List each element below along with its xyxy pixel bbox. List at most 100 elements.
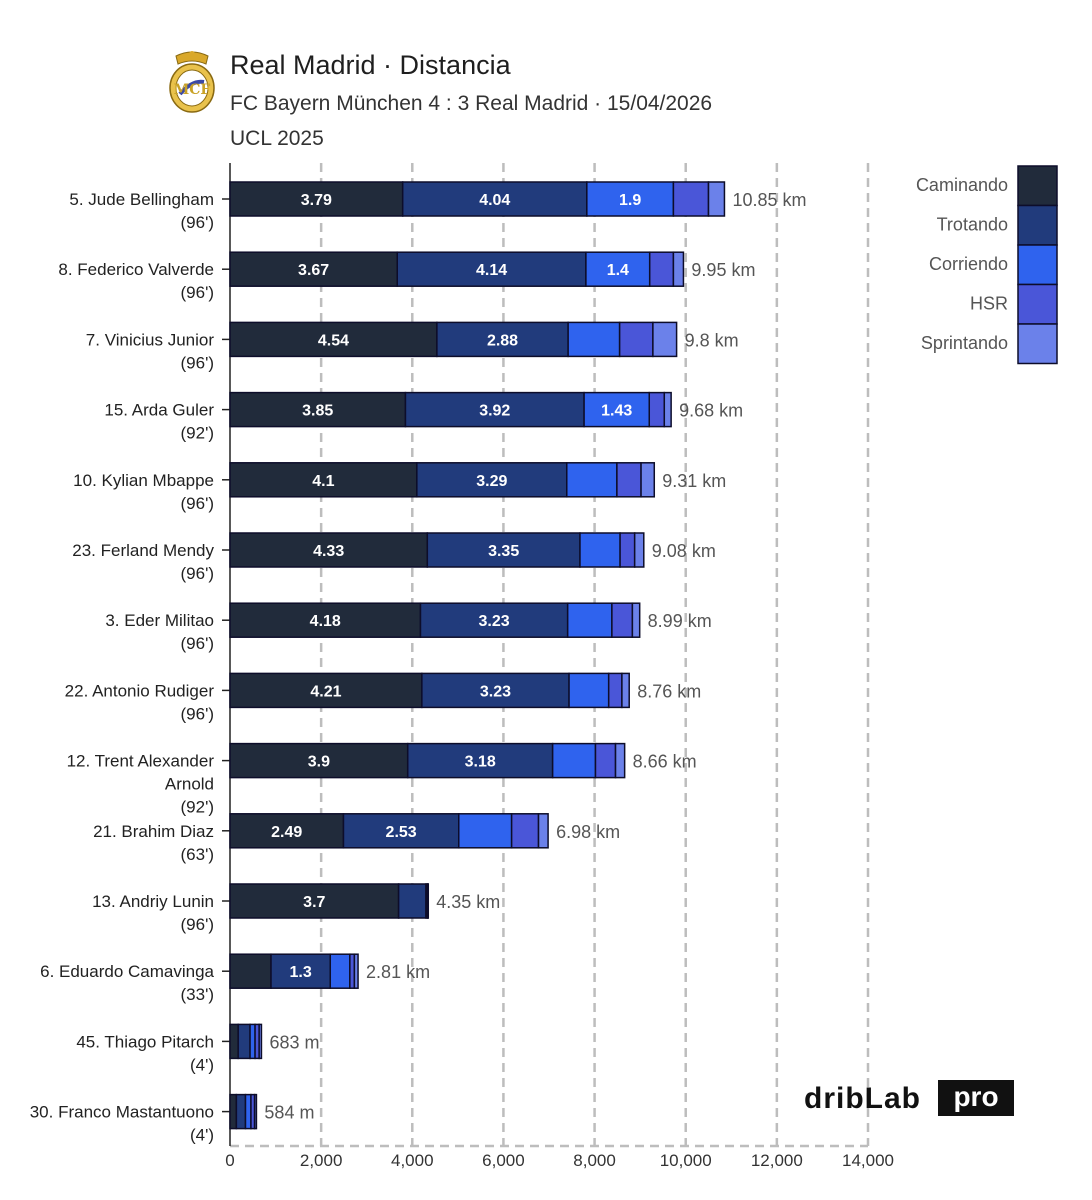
bar-segment-corriendo: [249, 1023, 256, 1060]
segment-value-label: 1.3: [290, 964, 312, 981]
legend-swatch-corriendo: [1017, 244, 1058, 286]
segment-value-label: 4.54: [318, 332, 349, 349]
total-distance-label: 9.68 km: [679, 401, 743, 421]
bar-segment-hsr: [618, 321, 654, 358]
player-row: 5. Jude Bellingham (96') 3.79 4.04 1.9 10.85 …: [69, 181, 806, 232]
bar-segment-trotando: [419, 602, 569, 638]
legend-swatch-caminando: [1017, 165, 1058, 207]
bar-segment-hsr: [648, 391, 666, 428]
total-distance-label: 8.99 km: [648, 611, 712, 631]
player-label: 13. Andriy Lunin: [92, 892, 214, 911]
player-row: 6. Eduardo Camavinga (33') 1.3 2.81 km: [40, 953, 430, 1004]
bar-segment-caminando: [229, 672, 423, 709]
bar-segment-hsr: [616, 462, 642, 498]
bar-segment-caminando: [229, 532, 429, 568]
player-row: 45. Thiago Pitarch (4') 683 m: [76, 1023, 319, 1074]
chart-title: Real Madrid · Distancia: [230, 50, 511, 80]
segment-value-label: 3.92: [479, 403, 510, 420]
segment-value-label: 2.49: [271, 824, 302, 841]
bar-segment-corriendo: [458, 813, 513, 849]
player-row: 13. Andriy Lunin (96') 3.7 4.35 km: [92, 883, 500, 934]
bar-segment-caminando: [229, 251, 398, 287]
segment-value-label: 3.23: [480, 683, 511, 700]
segment-value-label: 4.33: [313, 543, 344, 560]
bar-segment-sprintando: [652, 321, 678, 358]
bar-segment-sprintando: [672, 251, 685, 287]
real-madrid-crest-icon: MCF: [169, 51, 215, 113]
bar-segment-corriendo: [329, 953, 351, 989]
player-row: 3. Eder Militao (96') 4.18 3.23 8.99 km: [105, 602, 712, 653]
segment-value-label: 4.14: [476, 262, 507, 279]
minutes-label: (96'): [181, 283, 214, 302]
segment-value-label: 2.88: [487, 332, 518, 349]
driblab-pro-logo: dribLab pro: [804, 1080, 1014, 1120]
bar-segment-hsr: [672, 181, 710, 217]
total-distance-label: 683 m: [269, 1032, 319, 1052]
minutes-label: (63'): [181, 845, 214, 864]
segment-value-label: 4.1: [312, 473, 334, 490]
total-distance-label: 9.95 km: [691, 260, 755, 280]
segment-value-label: 1.9: [619, 192, 641, 209]
player-row: 21. Brahim Diaz (63') 2.49 2.53 6.98 km: [93, 813, 620, 864]
minutes-label: (92'): [181, 798, 214, 817]
total-distance-label: 9.08 km: [652, 541, 716, 561]
bar-segment-sprintando: [258, 1023, 263, 1060]
minutes-label: (92'): [181, 424, 214, 443]
segment-value-label: 3.9: [308, 754, 330, 771]
bar-segment-caminando: [229, 813, 345, 849]
segment-value-label: 3.85: [302, 403, 333, 420]
bar-segment-sprintando: [663, 391, 672, 428]
total-distance-label: 9.8 km: [685, 330, 739, 350]
segment-value-label: 3.18: [465, 754, 496, 771]
legend-swatch-hsr: [1017, 283, 1058, 325]
competition-label: UCL 2025: [230, 127, 324, 150]
legend-label: Corriendo: [929, 254, 1008, 274]
bar-segment-sprintando: [253, 1093, 258, 1130]
total-distance-label: 8.76 km: [637, 681, 701, 701]
x-tick-label: 2,000: [300, 1151, 343, 1170]
minutes-label: (96'): [181, 564, 214, 583]
bar-segment-trotando: [342, 813, 460, 849]
legend-label: Sprintando: [921, 333, 1008, 353]
player-label: 8. Federico Valverde: [58, 260, 214, 279]
bar-segment-trotando: [397, 883, 427, 919]
bar-segment-corriendo: [567, 321, 621, 358]
bar-segment-corriendo: [579, 532, 621, 568]
legend: Caminando Trotando Corriendo HSR Sprintando: [916, 165, 1058, 365]
minutes-label: (96'): [181, 353, 214, 372]
brand-tag: pro: [938, 1080, 1014, 1116]
player-row: 12. Trent Alexander Arnold (92') 3.9 3.18 8.6…: [67, 742, 697, 817]
x-tick-label: 6,000: [482, 1151, 525, 1170]
bar-segment-corriendo: [583, 391, 651, 428]
player-row: 15. Arda Guler (92') 3.85 3.92 1.43 9.68 km: [104, 391, 743, 443]
bar-segment-corriendo: [568, 672, 610, 709]
player-label: 30. Franco Mastantuono: [30, 1103, 214, 1122]
bar-segment-sprintando: [537, 813, 549, 849]
bar-segment-trotando: [235, 1093, 247, 1130]
x-tick-label: 10,000: [660, 1151, 712, 1170]
bar-segment-sprintando: [427, 883, 430, 919]
bar-segment-sprintando: [707, 181, 726, 217]
player-label: 23. Ferland Mendy: [72, 541, 214, 560]
x-tick-label: 0: [225, 1151, 234, 1170]
total-distance-label: 9.31 km: [662, 471, 726, 491]
minutes-label: (96'): [181, 634, 214, 653]
segment-value-label: 2.53: [386, 824, 417, 841]
legend-label: Caminando: [916, 175, 1008, 195]
legend-swatch-sprintando: [1017, 323, 1058, 365]
minutes-label: (4'): [190, 1055, 214, 1074]
bar-segment-hsr: [619, 532, 636, 568]
minutes-label: (96'): [181, 704, 214, 723]
bar-segment-caminando: [229, 321, 438, 358]
segment-value-label: 3.29: [476, 473, 507, 490]
total-distance-label: 10.85 km: [732, 190, 806, 210]
player-row: 22. Antonio Rudiger (96') 4.21 3.23 8.76 km: [65, 672, 701, 723]
bar-segment-sprintando: [353, 953, 359, 989]
player-label: 6. Eduardo Camavinga: [40, 962, 214, 981]
bar-segment-caminando: [229, 602, 422, 638]
bar-segment-hsr: [611, 602, 634, 638]
bar-segment-trotando: [404, 391, 585, 428]
bar-segment-trotando: [396, 251, 587, 287]
chart-header: MCF Real Madrid · Distancia FC Bayern Mü…: [0, 0, 1092, 160]
